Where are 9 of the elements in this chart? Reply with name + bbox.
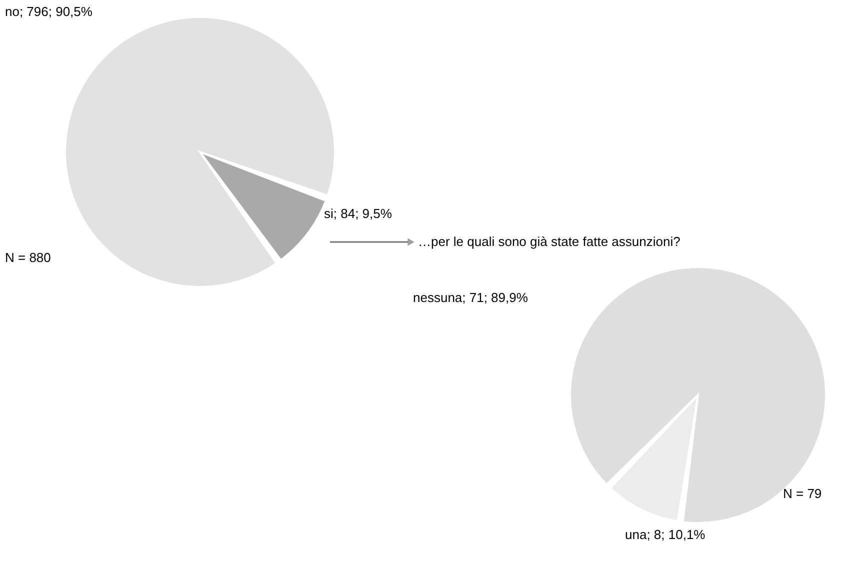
slice-label: si; 84; 9,5% [324, 206, 392, 221]
slice-label: no; 796; 90,5% [5, 4, 93, 19]
chart-title: …per le quali sono già state fatte assunzioni? [418, 234, 680, 249]
pie-slice [569, 266, 827, 524]
pie-slice [64, 16, 336, 288]
slice-label: una; 8; 10,1% [625, 527, 706, 542]
text: N = 79 [783, 486, 822, 501]
text: N = 880 [5, 250, 51, 265]
slice-label: nessuna; 71; 89,9% [413, 290, 528, 305]
